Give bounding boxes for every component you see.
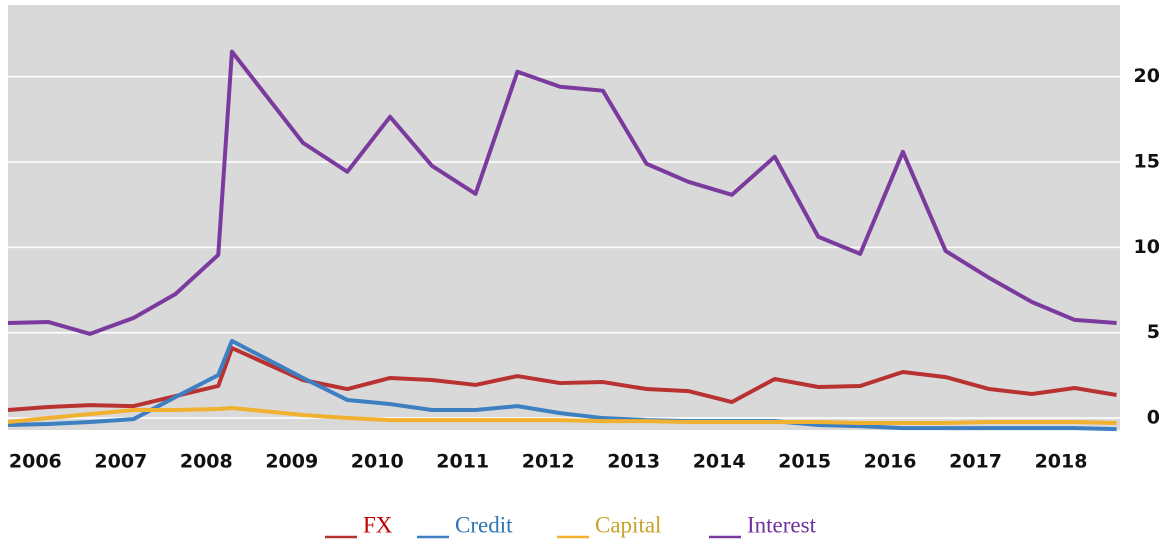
- series-line: [7, 346, 1117, 413]
- plot-area: [8, 5, 1120, 430]
- legend-label: Capital: [595, 512, 661, 537]
- y-tick-label: 0: [1147, 407, 1160, 429]
- x-tick-label: 2007: [94, 451, 147, 473]
- x-tick-label: 2011: [436, 451, 489, 473]
- legend-label: Credit: [455, 512, 513, 537]
- x-tick-label: 2016: [864, 451, 917, 473]
- series-line: [7, 405, 1117, 426]
- x-tick-label: 2014: [693, 451, 746, 473]
- x-tick-label: 2008: [180, 451, 233, 473]
- x-tick-label: 2015: [778, 451, 831, 473]
- x-tick-label: 2009: [265, 451, 318, 473]
- legend-label: Interest: [747, 512, 817, 537]
- y-tick-label: 5: [1147, 321, 1160, 343]
- x-tick-label: 2018: [1035, 451, 1088, 473]
- y-tick-label: 20: [1134, 65, 1160, 87]
- y-tick-label: 10: [1134, 236, 1160, 258]
- x-tick-label: 2010: [351, 451, 404, 473]
- series-line: [7, 338, 1117, 432]
- legend-label: FX: [363, 512, 393, 537]
- x-tick-label: 2017: [949, 451, 1002, 473]
- y-tick-label: 15: [1134, 151, 1160, 173]
- series-line: [7, 49, 1117, 336]
- x-tick-label: 2013: [607, 451, 660, 473]
- x-tick-label: 2006: [9, 451, 62, 473]
- x-tick-label: 2012: [522, 451, 575, 473]
